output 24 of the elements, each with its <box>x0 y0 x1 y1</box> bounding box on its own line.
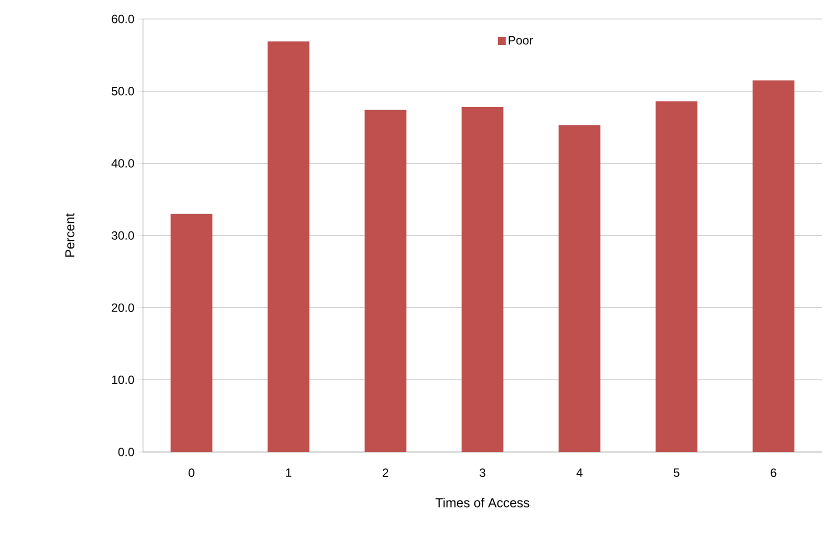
x-axis-title: Times of Access <box>436 498 530 508</box>
bar <box>558 125 600 452</box>
y-tick-label: 20.0 <box>112 303 134 312</box>
y-tick-label: 30.0 <box>112 231 134 240</box>
y-tick-label: 50.0 <box>112 86 134 96</box>
x-tick-label: 5 <box>674 468 680 477</box>
bar <box>364 110 406 452</box>
bar <box>462 107 504 452</box>
y-tick-label: 40.0 <box>111 159 134 168</box>
bar <box>170 214 212 452</box>
y-axis-title: Percent <box>65 213 74 257</box>
x-tick-label: 4 <box>576 468 582 477</box>
x-tick-label: 3 <box>480 468 486 477</box>
bar <box>752 80 794 452</box>
y-tick-label: 0.0 <box>118 448 134 456</box>
x-tick-label: 0 <box>188 468 194 477</box>
legend-label: Poor <box>508 36 533 45</box>
x-tick-label: 2 <box>382 468 388 477</box>
x-tick-label: 1 <box>286 468 292 477</box>
x-tick-label: 6 <box>770 468 776 477</box>
y-tick-label: 60.0 <box>112 14 134 24</box>
bar <box>268 41 310 452</box>
y-tick-label: 10.0 <box>112 376 134 384</box>
bar <box>656 101 698 452</box>
